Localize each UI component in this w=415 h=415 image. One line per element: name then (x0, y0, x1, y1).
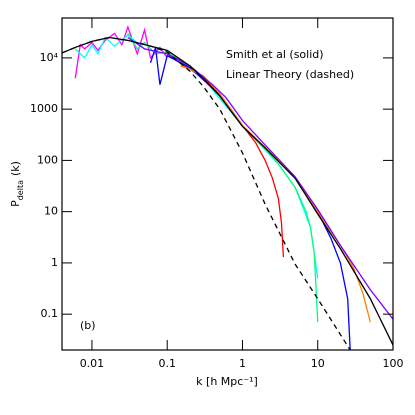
y-tick-label: 10⁴ (40, 51, 59, 64)
series-line (180, 65, 371, 323)
annotation: Linear Theory (dashed) (226, 68, 354, 81)
annotation: (b) (80, 319, 96, 332)
series-line (62, 36, 393, 346)
x-tick-label: 10 (311, 357, 325, 370)
x-tick-label: 100 (383, 357, 404, 370)
y-axis-label: Pdelta (k) (9, 161, 25, 207)
y-tick-label: 1 (51, 256, 58, 269)
y-tick-label: 100 (37, 153, 58, 166)
y-tick-label: 1000 (30, 102, 58, 115)
plot-area (62, 25, 393, 350)
x-tick-label: 1 (239, 357, 246, 370)
series-line (127, 36, 393, 320)
series-line (62, 36, 351, 350)
series-line (149, 47, 351, 350)
annotation: Smith et al (solid) (226, 48, 324, 61)
frame (61, 17, 394, 351)
x-tick-label: 0.1 (158, 357, 176, 370)
y-label-suffix: (k) (9, 161, 22, 176)
y-tick-label: 10 (44, 205, 58, 218)
series-line (166, 53, 285, 258)
y-label-sub: delta (16, 180, 25, 200)
x-tick-label: 0.01 (80, 357, 105, 370)
x-axis-label: k [h Mpc⁻¹] (196, 375, 258, 388)
y-tick-label: 0.1 (41, 307, 59, 320)
y-label-main: P (9, 200, 22, 207)
